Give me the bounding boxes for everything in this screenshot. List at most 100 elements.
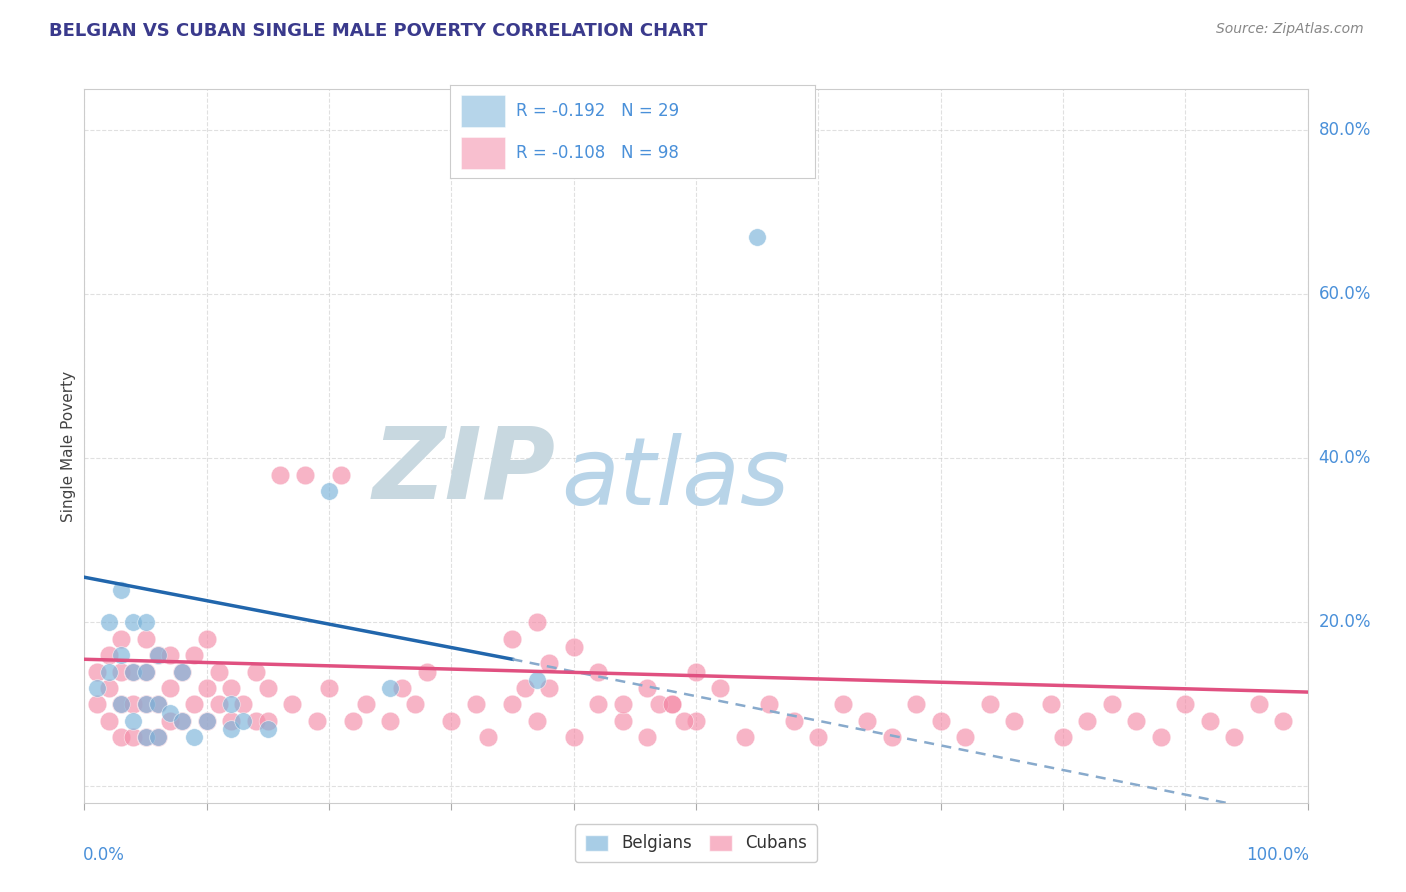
Point [122,698,145,712]
Point [110,698,132,712]
Point [232,698,254,712]
Point [1150,730,1173,744]
Point [758,698,780,712]
Point [672,714,695,728]
Point [135,632,157,646]
Point [464,698,486,712]
Point [172,714,194,728]
Point [477,730,499,744]
Point [612,714,634,728]
Point [219,714,242,728]
Text: 40.0%: 40.0% [1319,450,1371,467]
Point [562,640,585,654]
Point [97,714,120,728]
Point [929,714,952,728]
Point [86,665,108,679]
Text: ZIP: ZIP [373,423,555,519]
Point [110,665,132,679]
Point [146,648,169,662]
Point [526,714,548,728]
Text: Source: ZipAtlas.com: Source: ZipAtlas.com [1216,22,1364,37]
Text: 100.0%: 100.0% [1246,846,1309,863]
Point [122,665,145,679]
Point [86,698,108,712]
Point [122,730,145,744]
Point [661,698,683,712]
Point [586,665,609,679]
Point [135,698,157,712]
Point [636,730,658,744]
Point [122,714,145,728]
Point [122,665,145,679]
Point [208,698,231,712]
Point [1076,714,1098,728]
Text: BELGIAN VS CUBAN SINGLE MALE POVERTY CORRELATION CHART: BELGIAN VS CUBAN SINGLE MALE POVERTY COR… [49,22,707,40]
Point [172,714,194,728]
Point [538,657,561,671]
Bar [461,95,505,127]
Text: 20.0%: 20.0% [1319,614,1371,632]
Point [122,615,145,630]
Point [526,615,548,630]
Point [159,714,181,728]
Point [294,467,316,482]
Point [1272,714,1295,728]
Point [562,730,585,744]
Point [330,467,353,482]
Point [1052,730,1074,744]
Point [1174,698,1197,712]
Point [979,698,1001,712]
Point [219,698,242,712]
Point [513,681,536,695]
Point [856,714,879,728]
Text: R = -0.192   N = 29: R = -0.192 N = 29 [516,102,679,120]
Point [135,730,157,744]
Point [110,648,132,662]
Point [1247,698,1270,712]
Point [159,648,181,662]
Point [661,698,683,712]
Point [135,698,157,712]
Point [734,730,756,744]
Point [183,698,205,712]
Point [1101,698,1123,712]
Point [342,714,364,728]
Point [807,730,830,744]
Point [305,714,328,728]
Point [391,681,413,695]
Point [146,648,169,662]
Point [685,714,707,728]
Point [245,665,267,679]
Point [831,698,853,712]
Text: R = -0.108   N = 98: R = -0.108 N = 98 [516,145,679,162]
Point [146,698,169,712]
Point [110,632,132,646]
Point [257,681,280,695]
Point [440,714,463,728]
Point [685,665,707,679]
Point [232,714,254,728]
Point [172,665,194,679]
Point [195,714,218,728]
Point [1125,714,1147,728]
Point [97,665,120,679]
Text: atlas: atlas [561,433,790,524]
Point [97,615,120,630]
Point [146,730,169,744]
Point [1002,714,1025,728]
Point [612,698,634,712]
Point [195,632,218,646]
Point [257,722,280,736]
Point [110,730,132,744]
Point [880,730,903,744]
Bar [461,137,505,169]
Text: 60.0%: 60.0% [1319,285,1371,303]
Point [526,673,548,687]
Point [269,467,291,482]
Point [208,665,231,679]
Point [195,681,218,695]
Point [183,730,205,744]
Text: 0.0%: 0.0% [83,846,125,863]
Point [586,698,609,712]
Point [709,681,731,695]
